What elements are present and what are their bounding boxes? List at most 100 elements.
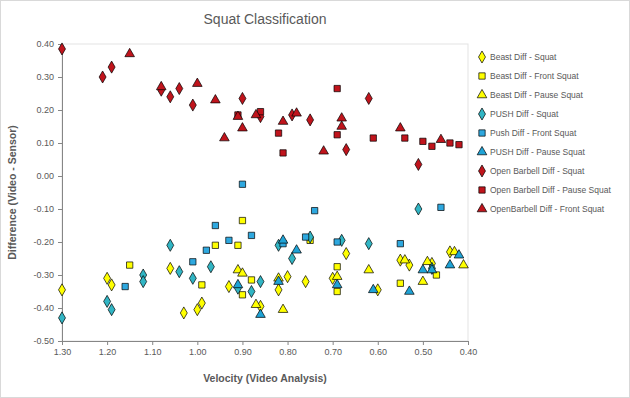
tick: 1.30 — [54, 341, 72, 357]
tick-label: 0.30 — [36, 72, 54, 82]
tick-mark — [107, 341, 108, 345]
tick: 0.50 — [415, 341, 433, 357]
point — [108, 61, 115, 73]
point — [212, 242, 218, 248]
tick-mark — [288, 341, 289, 345]
tick: 1.00 — [189, 341, 207, 357]
point — [368, 284, 378, 292]
legend-label: Open Barbell Diff - Pause Squat — [490, 185, 611, 195]
y-axis-title: Difference (Video - Sensor) — [6, 125, 18, 260]
series — [122, 181, 444, 290]
point — [176, 83, 183, 95]
point — [203, 247, 209, 253]
tick-label: -0.30 — [33, 270, 54, 280]
legend-symbol — [479, 130, 485, 136]
tick: -0.30 — [33, 270, 62, 280]
y-axis: -0.50-0.40-0.30-0.20-0.100.000.100.200.3… — [33, 39, 62, 346]
point — [332, 279, 342, 287]
tick-mark — [423, 341, 424, 345]
tick-mark — [468, 341, 469, 345]
point — [292, 108, 302, 116]
tick-label: -0.50 — [33, 336, 54, 346]
point — [423, 256, 433, 264]
tick: 0.70 — [324, 341, 342, 357]
point — [127, 262, 133, 268]
tick-mark — [58, 308, 62, 309]
legend-item: Open Barbell Diff - Squat — [479, 165, 585, 177]
point — [418, 276, 428, 284]
point — [59, 284, 66, 296]
point — [343, 248, 350, 260]
point — [108, 304, 115, 316]
point — [140, 276, 147, 288]
point — [104, 295, 111, 307]
tick-mark — [242, 341, 243, 345]
series — [233, 235, 464, 318]
axis-line — [62, 45, 63, 342]
series — [125, 48, 446, 154]
point — [274, 276, 284, 284]
point — [211, 95, 221, 103]
legend-symbol — [477, 146, 487, 154]
point — [302, 234, 308, 240]
tick: 1.10 — [144, 341, 162, 357]
point — [397, 240, 403, 246]
point — [364, 265, 374, 273]
point — [436, 134, 446, 142]
tick-label: 0.00 — [36, 171, 54, 181]
point — [400, 255, 410, 263]
legend-symbol — [479, 108, 486, 120]
tick-label: 0.80 — [279, 347, 297, 357]
point — [278, 116, 288, 124]
point — [459, 260, 469, 268]
tick: 1.20 — [99, 341, 117, 357]
point — [248, 285, 255, 297]
tick-label: 0.40 — [460, 347, 478, 357]
legend-label: Beast Diff - Pause Squat — [490, 90, 584, 100]
tick-label: 0.40 — [36, 39, 54, 49]
point — [334, 288, 340, 294]
point — [238, 268, 248, 276]
point — [405, 286, 415, 294]
point — [167, 91, 174, 103]
tick-label: 0.70 — [324, 347, 342, 357]
point — [198, 297, 205, 309]
point — [420, 138, 426, 144]
tick: -0.40 — [33, 303, 62, 313]
point — [239, 92, 246, 104]
legend-symbol — [479, 73, 485, 79]
point — [438, 204, 444, 210]
point — [59, 312, 66, 324]
point — [199, 282, 205, 288]
tick-mark — [58, 275, 62, 276]
tick-label: 1.20 — [99, 347, 117, 357]
tick-mark — [58, 242, 62, 243]
point — [445, 260, 455, 268]
legend-label: OpenBarbell Diff - Front Squat — [490, 204, 605, 214]
series — [59, 246, 454, 319]
legend-label: Beast Diff - Squat — [490, 52, 557, 62]
tick: 0.00 — [36, 171, 62, 181]
point — [233, 279, 243, 287]
legend-symbol — [479, 51, 486, 63]
series — [233, 246, 468, 312]
legend-item: PUSH Diff - Pause Squat — [477, 146, 585, 157]
point — [122, 283, 128, 289]
point — [251, 109, 261, 117]
legend-label: Open Barbell Diff - Squat — [490, 166, 585, 176]
point — [189, 272, 196, 284]
point — [176, 266, 183, 278]
tick: 0.60 — [370, 341, 388, 357]
tick-label: 0.50 — [415, 347, 433, 357]
point — [365, 92, 372, 104]
point — [454, 250, 464, 258]
point — [257, 276, 264, 288]
point — [280, 150, 286, 156]
legend-symbol — [477, 203, 487, 211]
legend-label: PUSH Diff - Pause Squat — [490, 147, 585, 157]
x-axis-title: Velocity (Video Analysis) — [203, 372, 327, 384]
series — [127, 217, 440, 298]
point — [289, 252, 296, 264]
tick-label: 0.10 — [36, 138, 54, 148]
point — [319, 146, 329, 154]
